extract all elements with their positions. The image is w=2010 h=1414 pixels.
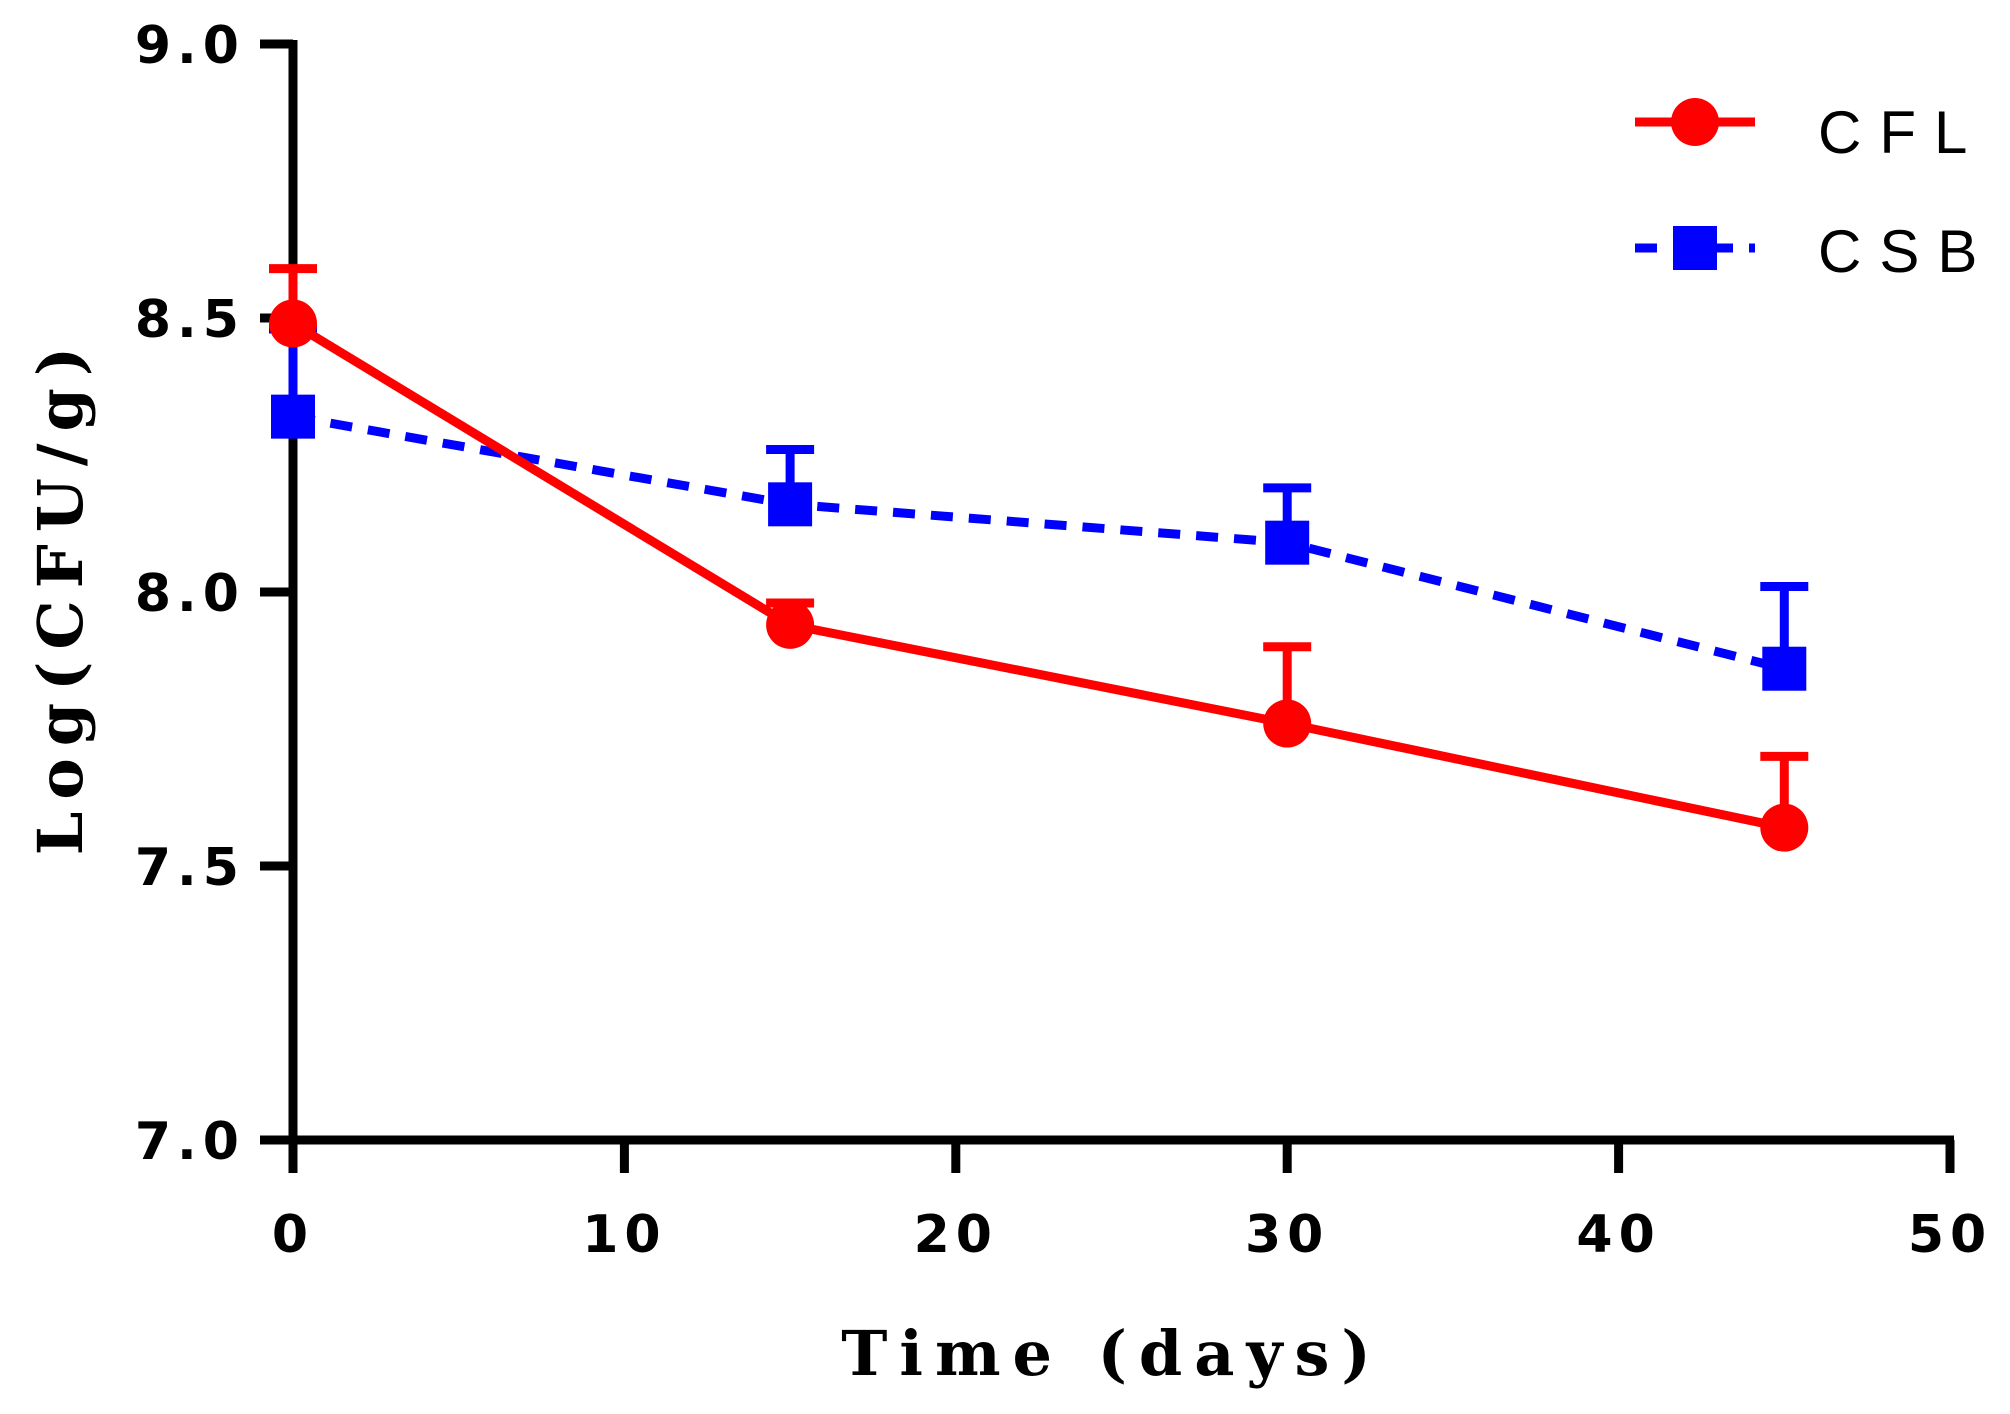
y-ticks: 7.0 7.5 8.0 8.5 9.0 [135,16,293,1172]
legend-marker-cfl [1671,98,1719,146]
x-axis-title: Time (days) [841,1317,1382,1390]
y-axis-title: Log(CFU/g) [24,335,97,855]
y-tick-label: 9.0 [135,16,245,76]
legend-item-csb: CSB [1635,218,1995,285]
legend-item-cfl: CFL [1635,98,1985,166]
series-line-csb [292,412,1786,674]
y-tick-label: 7.5 [135,838,245,898]
legend-marker-csb [1673,226,1717,270]
data-point-csb [1265,520,1310,565]
x-tick-label: 30 [1245,1205,1329,1265]
series-layer [269,264,1809,852]
axes: 7.0 7.5 8.0 8.5 9.0 0 10 20 30 40 50 [135,16,1992,1265]
y-tick-label: 7.0 [135,1112,245,1172]
x-tick-label: 40 [1576,1205,1660,1265]
data-point-csb [271,394,315,439]
series-cfl [269,264,1809,852]
series-line-cfl [290,319,1786,833]
data-point-cfl [269,299,317,348]
legend-label-csb: CSB [1818,218,1995,285]
x-tick-label: 10 [582,1205,666,1265]
x-tick-label: 0 [272,1205,314,1265]
legend: CFL CSB [1635,98,1995,285]
y-tick-label: 8.0 [135,564,245,624]
y-tick-label: 8.5 [135,290,245,350]
data-point-cfl [1263,699,1312,748]
data-point-cfl [766,600,815,649]
legend-label-cfl: CFL [1818,99,1985,166]
x-tick-label: 20 [914,1205,998,1265]
x-ticks: 0 10 20 30 40 50 [272,1140,1992,1265]
series-csb [269,324,1809,691]
x-tick-label: 50 [1908,1205,1992,1265]
data-point-csb [1762,646,1807,691]
data-point-cfl [1760,803,1809,852]
data-point-csb [768,482,813,527]
